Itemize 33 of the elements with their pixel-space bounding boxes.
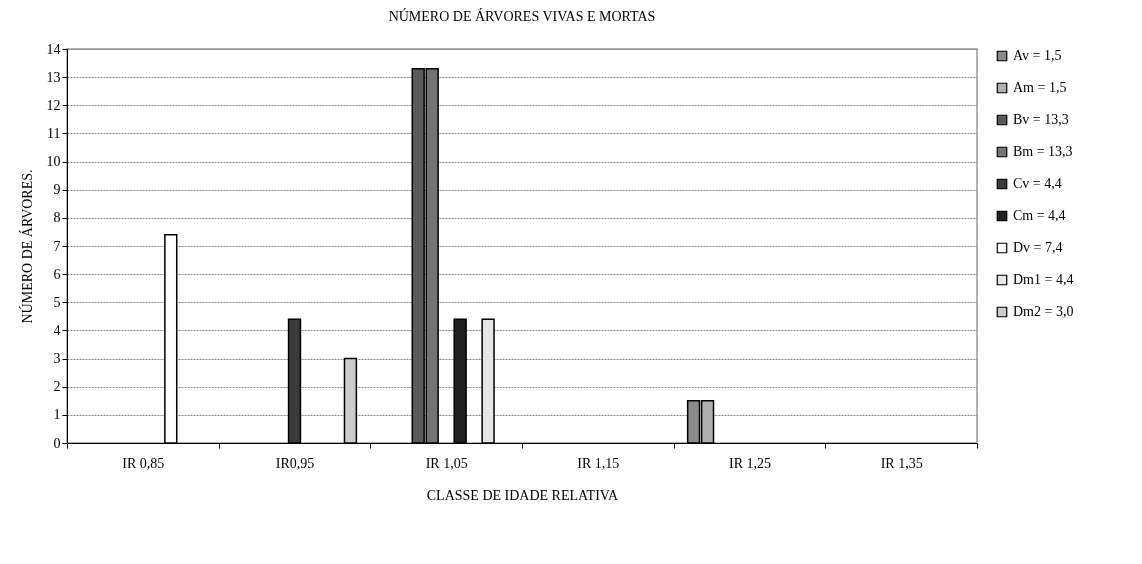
y-tick-label: 5 <box>53 294 61 310</box>
y-tick-label: 12 <box>46 97 61 113</box>
y-tick-label: 7 <box>53 238 61 254</box>
y-tick-label: 14 <box>46 41 61 57</box>
y-tick-label: 4 <box>53 322 61 338</box>
y-tick-label: 1 <box>53 407 61 423</box>
legend-label: Dm2 = 3,0 <box>1013 304 1074 319</box>
x-tick-label: IR0,95 <box>275 455 315 471</box>
y-axis-title: NÚMERO DE ÁRVORES. <box>18 169 35 324</box>
legend-label: Dv = 7,4 <box>1013 240 1063 255</box>
legend-label: Bv = 13,3 <box>1013 112 1069 127</box>
legend-label: Dm1 = 4,4 <box>1013 272 1074 287</box>
legend-label: Cm = 4,4 <box>1013 208 1066 223</box>
legend-label: Bm = 13,3 <box>1013 144 1073 159</box>
x-tick-label: IR 1,15 <box>577 455 620 471</box>
chart-title: NÚMERO DE ÁRVORES VIVAS E MORTAS <box>388 8 656 24</box>
y-tick-label: 9 <box>53 182 61 198</box>
y-tick-label: 6 <box>53 266 61 282</box>
x-tick-label: IR 0,85 <box>122 455 165 471</box>
legend-label: Cv = 4,4 <box>1013 176 1062 191</box>
legend-label: Am = 1,5 <box>1013 80 1067 95</box>
legend-label: Av = 1,5 <box>1013 48 1062 63</box>
x-axis-title: CLASSE DE IDADE RELATIVA <box>426 487 620 503</box>
x-tick-label: IR 1,05 <box>425 455 468 471</box>
y-tick-label: 13 <box>46 69 61 85</box>
x-tick-label: IR 1,25 <box>729 455 771 471</box>
y-tick-label: 10 <box>46 154 61 170</box>
y-tick-label: 2 <box>53 379 61 395</box>
y-tick-label: 0 <box>53 435 61 451</box>
x-tick-label: IR 1,35 <box>880 455 923 471</box>
y-tick-label: 3 <box>53 351 61 367</box>
y-tick-label: 11 <box>47 125 61 141</box>
y-tick-label: 8 <box>53 210 61 226</box>
